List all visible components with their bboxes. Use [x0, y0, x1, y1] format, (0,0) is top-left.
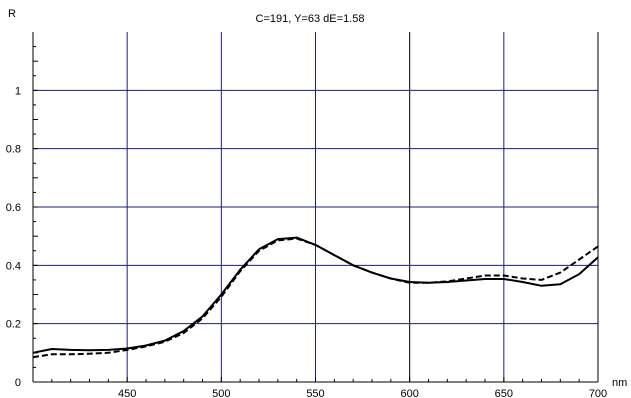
- y-tick-label-4: 0.8: [6, 144, 21, 156]
- x-tick-label-2: 550: [306, 388, 324, 398]
- y-tick-label-5: 1: [15, 85, 21, 97]
- x-tick-label-5: 700: [589, 388, 607, 398]
- y-tick-label-0: 0: [15, 377, 21, 389]
- tick-labels: 0 0.2 0.4 0.6 0.8 1 450 500 550 600 650 700: [6, 85, 607, 398]
- x-tick-label-0: 450: [118, 388, 136, 398]
- x-tick-label-4: 650: [495, 388, 513, 398]
- x-tick-label-1: 500: [212, 388, 230, 398]
- axes: [32, 32, 599, 383]
- series-lines: [32, 236, 599, 359]
- chart-title: C=191, Y=63 dE=1.58: [256, 13, 365, 25]
- series-line-dashed: [32, 237, 599, 359]
- y-tick-label-1: 0.2: [6, 319, 21, 331]
- grid: [33, 32, 598, 382]
- x-axis-label: nm: [612, 377, 627, 389]
- y-axis-label: R: [8, 8, 16, 20]
- y-tick-label-3: 0.6: [6, 202, 21, 214]
- y-tick-label-2: 0.4: [6, 260, 21, 272]
- x-tick-label-3: 600: [400, 388, 418, 398]
